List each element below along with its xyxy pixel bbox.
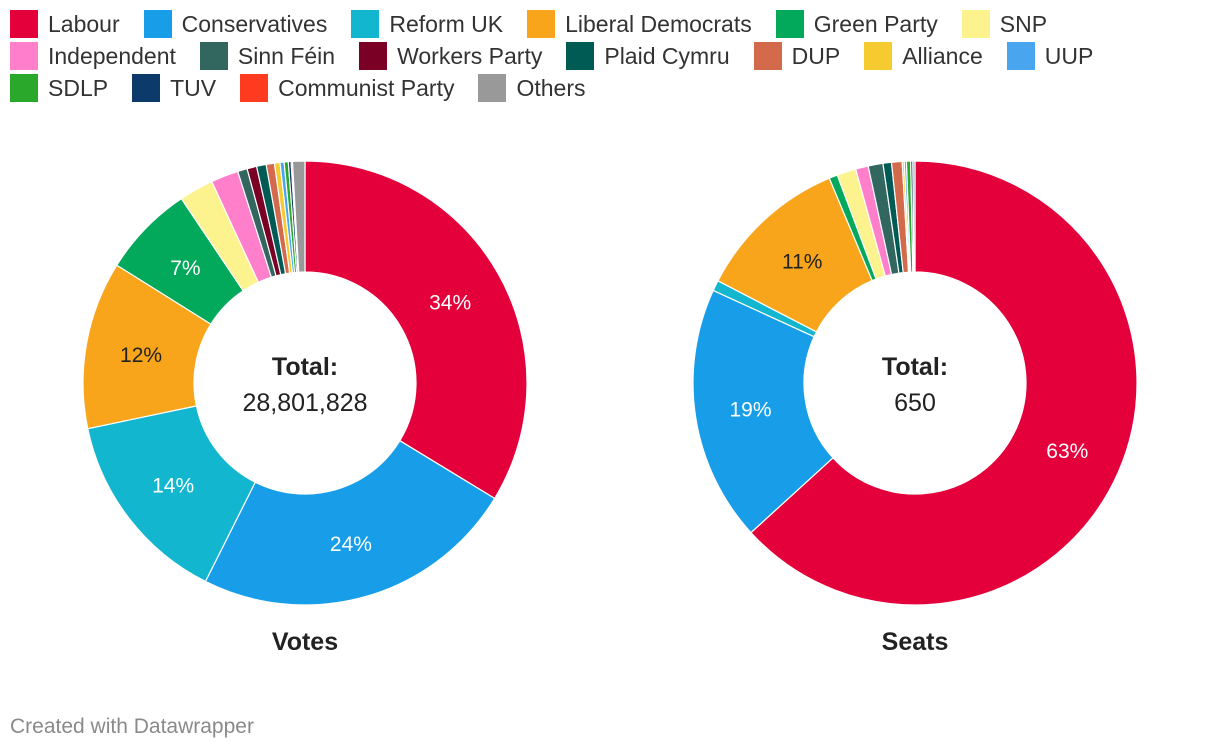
legend-item: Others — [478, 74, 586, 102]
legend-swatch — [240, 74, 269, 102]
slice-label: 34% — [429, 291, 471, 314]
legend-label: Alliance — [902, 42, 983, 69]
legend-label: Others — [516, 74, 586, 101]
legend-item: Plaid Cymru — [566, 42, 730, 70]
legend-swatch — [143, 10, 172, 38]
legend-swatch — [753, 42, 782, 70]
legend-item: SNP — [961, 10, 1048, 38]
donut-slice — [750, 160, 1138, 606]
legend-swatch — [10, 10, 38, 38]
legend-swatch — [775, 10, 804, 38]
legend-swatch — [527, 10, 556, 38]
chart-title: Seats — [882, 628, 949, 656]
legend-item: Liberal Democrats — [527, 10, 752, 38]
legend-item: Sinn Féin — [199, 42, 336, 70]
legend-item: Alliance — [864, 42, 983, 70]
legend-label: Labour — [48, 10, 120, 37]
slice-label: 11% — [782, 251, 822, 274]
seats-donut-chart: 63% 19% 11% Total: 650 Seats — [692, 160, 1138, 656]
legend-swatch — [566, 42, 595, 70]
legend-item: Independent — [10, 42, 176, 70]
legend-item: Conservatives — [143, 10, 328, 38]
legend-swatch — [132, 74, 161, 102]
legend-item: Reform UK — [351, 10, 503, 38]
donut-slice — [87, 405, 257, 583]
legend-label: Workers Party — [397, 42, 543, 69]
legend-label: Conservatives — [181, 10, 328, 37]
slice-label: 7% — [170, 257, 200, 280]
donut-slice — [912, 160, 916, 273]
legend-item: SDLP — [10, 74, 108, 102]
legend-label: UUP — [1044, 42, 1094, 69]
slice-label: 19% — [729, 399, 771, 422]
center-total-value: 650 — [894, 389, 936, 417]
legend-item: Labour — [10, 10, 120, 38]
center-total-label: Total: — [272, 353, 338, 381]
legend-label: Green Party — [813, 10, 938, 37]
footer-credit[interactable]: Created with Datawrapper — [10, 715, 254, 738]
legend-swatch — [351, 10, 380, 38]
legend-label: Sinn Féin — [237, 42, 336, 69]
legend-label: TUV — [170, 74, 217, 101]
legend-item: Green Party — [775, 10, 938, 38]
donut-slice — [204, 439, 496, 606]
legend-label: DUP — [791, 42, 841, 69]
legend-label: Independent — [48, 42, 176, 69]
legend-item: DUP — [753, 42, 841, 70]
legend-swatch — [10, 74, 38, 102]
legend-label: Plaid Cymru — [604, 42, 730, 69]
legend-swatch — [359, 42, 388, 70]
slice-label: 12% — [120, 344, 162, 367]
legend-swatch — [10, 42, 38, 70]
legend-item: Workers Party — [359, 42, 542, 70]
legend: Labour Conservatives Reform UK Liberal Demo… — [10, 8, 1210, 104]
center-total-label: Total: — [882, 353, 948, 381]
slice-label: 24% — [330, 533, 372, 556]
legend-label: Liberal Democrats — [565, 10, 752, 37]
legend-label: Communist Party — [278, 74, 455, 101]
legend-label: SNP — [999, 10, 1048, 37]
slice-label: 14% — [152, 475, 194, 498]
legend-swatch — [961, 10, 990, 38]
legend-row: Independent Sinn Féin Workers Party Plaid C… — [10, 40, 1210, 72]
legend-swatch — [199, 42, 228, 70]
legend-row: SDLP TUV Communist Party Others — [10, 72, 1210, 104]
chart-title: Votes — [272, 628, 338, 656]
legend-label: SDLP — [48, 74, 109, 101]
legend-row: Labour Conservatives Reform UK Liberal Demo… — [10, 8, 1210, 40]
legend-item: Communist Party — [240, 74, 454, 102]
legend-label: Reform UK — [389, 10, 504, 37]
legend-item: UUP — [1006, 42, 1094, 70]
slice-label: 63% — [1046, 440, 1088, 463]
center-total-value: 28,801,828 — [242, 389, 367, 417]
legend-swatch — [864, 42, 893, 70]
donut-slice — [304, 160, 528, 500]
votes-donut-chart: 34% 24% 14% 12% 7% Total: 28,801,828 Votes — [82, 160, 528, 656]
donut-slice — [692, 289, 834, 534]
donut-slice — [291, 160, 306, 273]
legend-swatch — [478, 74, 507, 102]
legend-swatch — [1006, 42, 1035, 70]
legend-item: TUV — [132, 74, 216, 102]
